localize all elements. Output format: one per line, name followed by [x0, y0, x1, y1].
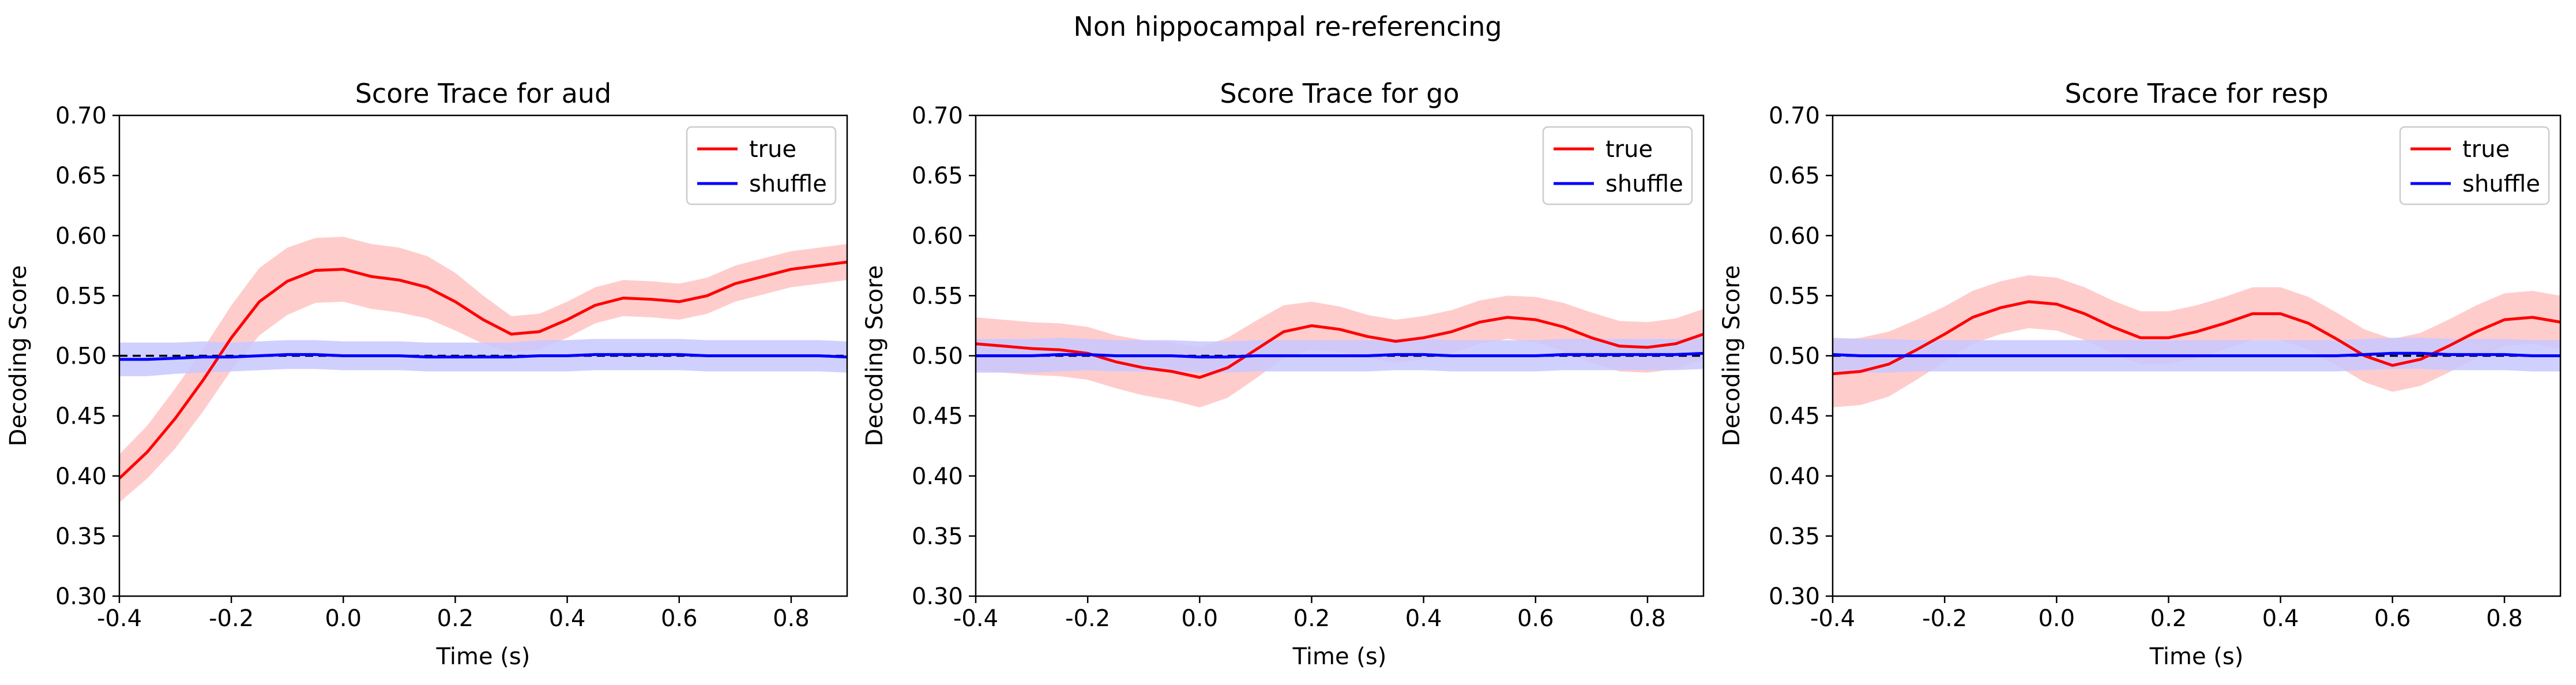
x-tick-label: -0.4	[1810, 605, 1855, 632]
series-line-true	[119, 260, 847, 480]
legend-label-shuffle: shuffle	[749, 171, 827, 197]
x-tick-label: 0.4	[1405, 605, 1442, 632]
series-line-shuffle	[1833, 351, 2560, 357]
x-tick-label: 0.6	[1517, 605, 1554, 632]
plot-area	[1833, 275, 2560, 407]
y-tick-label: 0.50	[55, 343, 107, 370]
chart-title: Score Trace for go	[1220, 78, 1459, 109]
x-tick-label: 0.4	[549, 605, 586, 632]
y-tick-label: 0.40	[1769, 463, 1820, 490]
y-tick-label: 0.45	[1769, 403, 1820, 430]
chart-title: Score Trace for resp	[2064, 78, 2328, 109]
x-tick-label: 0.6	[661, 605, 698, 632]
legend-label-shuffle: shuffle	[1605, 171, 1683, 197]
y-axis-label: Decoding Score	[5, 265, 32, 447]
x-tick-label: 0.6	[2374, 605, 2411, 632]
y-tick-label: 0.70	[912, 103, 963, 129]
legend-label-shuffle: shuffle	[2462, 171, 2540, 197]
series-line-shuffle	[119, 353, 847, 361]
chart-panel: Score Trace for resp -0.4 -0.2 0.0 0.2 0.4 0.6…	[1718, 78, 2562, 670]
legend-label-true: true	[2462, 136, 2510, 163]
x-tick-label: 0.2	[1293, 605, 1330, 632]
y-tick-label: 0.65	[55, 163, 107, 189]
x-tick-label: -0.2	[209, 605, 254, 632]
y-tick-label: 0.65	[1769, 163, 1820, 189]
chart-title: Score Trace for aud	[355, 78, 612, 109]
y-tick-label: 0.70	[1769, 103, 1820, 129]
y-tick-label: 0.35	[912, 523, 963, 550]
plot-area	[976, 295, 1703, 407]
series-band-true	[119, 237, 847, 503]
x-axis-label: Time (s)	[1292, 643, 1387, 670]
x-tick-label: 0.0	[325, 605, 362, 632]
x-tick-label: -0.4	[953, 605, 998, 632]
y-tick-label: 0.30	[55, 583, 107, 610]
y-tick-label: 0.40	[912, 463, 963, 490]
y-tick-label: 0.35	[1769, 523, 1820, 550]
y-tick-label: 0.65	[912, 163, 963, 189]
y-tick-label: 0.55	[912, 283, 963, 309]
x-tick-label: 0.0	[2038, 605, 2075, 632]
x-axis-label: Time (s)	[2149, 643, 2244, 670]
y-axis-label: Decoding Score	[862, 265, 888, 447]
x-tick-label: 0.2	[2150, 605, 2187, 632]
y-tick-label: 0.30	[912, 583, 963, 610]
legend: true shuffle	[2399, 126, 2550, 205]
x-axis-label: Time (s)	[436, 643, 531, 670]
y-tick-label: 0.50	[912, 343, 963, 370]
x-tick-label: 0.0	[1181, 605, 1218, 632]
y-tick-label: 0.60	[55, 223, 107, 249]
x-tick-label: 0.8	[773, 605, 810, 632]
x-tick-label: -0.4	[97, 605, 142, 632]
chart-panel: Score Trace for go -0.4 -0.2 0.0 0.2 0.4 0.6 0.…	[862, 78, 1705, 670]
plot-area	[119, 237, 847, 503]
x-tick-label: 0.8	[1629, 605, 1666, 632]
y-tick-label: 0.35	[55, 523, 107, 550]
x-tick-label: 0.4	[2262, 605, 2299, 632]
x-tick-label: 0.8	[2486, 605, 2523, 632]
series-line-true	[1833, 300, 2560, 376]
x-tick-label: -0.2	[1922, 605, 1967, 632]
x-tick-label: 0.2	[437, 605, 474, 632]
legend-label-true: true	[749, 136, 796, 163]
y-axis-label: Decoding Score	[1718, 265, 1745, 447]
legend: true shuffle	[1542, 126, 1693, 205]
y-tick-label: 0.70	[55, 103, 107, 129]
y-tick-label: 0.55	[1769, 283, 1820, 309]
y-tick-label: 0.55	[55, 283, 107, 309]
y-tick-label: 0.45	[55, 403, 107, 430]
series-line-shuffle	[976, 351, 1703, 359]
y-tick-label: 0.60	[1769, 223, 1820, 249]
y-tick-label: 0.50	[1769, 343, 1820, 370]
y-tick-label: 0.60	[912, 223, 963, 249]
y-tick-label: 0.40	[55, 463, 107, 490]
x-tick-label: -0.2	[1065, 605, 1110, 632]
legend: true shuffle	[686, 126, 837, 205]
legend-label-true: true	[1605, 136, 1653, 163]
chart-panel: Score Trace for aud-0.4 -0.2 0.0 0.2 0.4 0.6 0…	[5, 78, 848, 670]
figure-suptitle: Non hippocampal re-referencing	[1073, 11, 1502, 42]
y-tick-label: 0.30	[1769, 583, 1820, 610]
y-tick-label: 0.45	[912, 403, 963, 430]
